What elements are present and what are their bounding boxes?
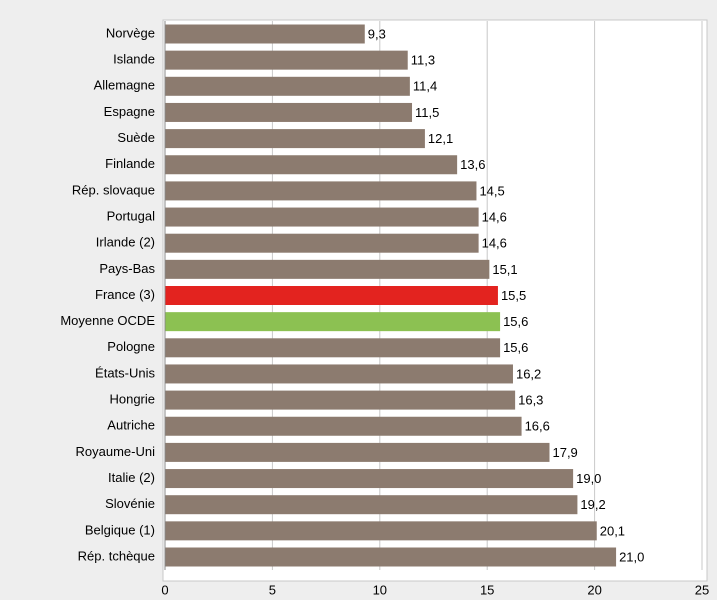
bar	[165, 442, 550, 462]
y-tick-label: Islande	[113, 52, 155, 67]
bar	[165, 495, 578, 515]
x-tick-label: 25	[695, 582, 709, 597]
y-tick-label: France (3)	[95, 287, 155, 302]
y-tick-label: Pays-Bas	[99, 261, 155, 276]
value-label: 16,3	[518, 393, 543, 408]
bar	[165, 129, 425, 149]
value-label: 19,0	[576, 471, 601, 486]
bar	[165, 390, 516, 410]
y-tick-label: Espagne	[104, 104, 155, 119]
value-label: 21,0	[619, 549, 644, 564]
y-tick-label: Portugal	[107, 208, 156, 223]
value-label: 9,3	[368, 26, 386, 41]
bar	[165, 338, 501, 358]
y-tick-label: Hongrie	[109, 392, 155, 407]
bar	[165, 24, 365, 44]
value-label: 16,6	[525, 419, 550, 434]
bar	[165, 155, 458, 175]
bar	[165, 76, 410, 96]
value-label: 15,1	[492, 262, 517, 277]
value-label: 11,5	[415, 105, 439, 120]
y-tick-label: Finlande	[105, 156, 155, 171]
y-tick-label: Pologne	[107, 339, 155, 354]
value-label: 11,3	[411, 53, 435, 68]
x-tick-label: 5	[269, 582, 276, 597]
y-tick-label: Rép. tchèque	[78, 548, 155, 563]
y-tick-label: Slovénie	[105, 496, 155, 511]
bar	[165, 207, 479, 227]
bar	[165, 233, 479, 253]
value-label: 14,5	[479, 183, 504, 198]
y-tick-label: Norvège	[106, 25, 155, 40]
y-tick-label: Rép. slovaque	[72, 182, 155, 197]
x-tick-label: 15	[480, 582, 494, 597]
value-label: 11,4	[413, 79, 437, 94]
y-tick-label: Suède	[117, 130, 155, 145]
bar	[165, 416, 522, 436]
bar	[165, 521, 597, 541]
bar	[165, 469, 574, 489]
y-tick-label: Belgique (1)	[85, 522, 155, 537]
value-label: 17,9	[552, 445, 577, 460]
x-tick-label: 0	[161, 582, 168, 597]
value-label: 14,6	[482, 209, 507, 224]
y-tick-label: Italie (2)	[108, 470, 155, 485]
value-label: 13,6	[460, 157, 485, 172]
value-label: 15,6	[503, 340, 528, 355]
value-label: 16,2	[516, 366, 541, 381]
y-tick-label: États-Unis	[95, 365, 155, 380]
y-tick-label: Allemagne	[94, 78, 155, 93]
bar	[165, 50, 408, 70]
y-tick-label: Autriche	[107, 418, 155, 433]
value-label: 15,5	[501, 288, 526, 303]
value-label: 14,6	[482, 236, 507, 251]
y-tick-label: Royaume-Uni	[76, 444, 156, 459]
x-tick-label: 20	[587, 582, 601, 597]
value-label: 12,1	[428, 131, 453, 146]
x-tick-label: 10	[373, 582, 387, 597]
y-tick-label: Irlande (2)	[96, 235, 155, 250]
bar	[165, 364, 513, 384]
bar	[165, 312, 501, 332]
bar	[165, 102, 413, 122]
bar	[165, 181, 477, 201]
bar	[165, 286, 498, 305]
value-label: 15,6	[503, 314, 528, 329]
bar	[165, 259, 490, 279]
value-label: 20,1	[600, 523, 625, 538]
y-tick-label: Moyenne OCDE	[60, 313, 155, 328]
value-label: 19,2	[580, 497, 605, 512]
bar	[165, 547, 617, 567]
